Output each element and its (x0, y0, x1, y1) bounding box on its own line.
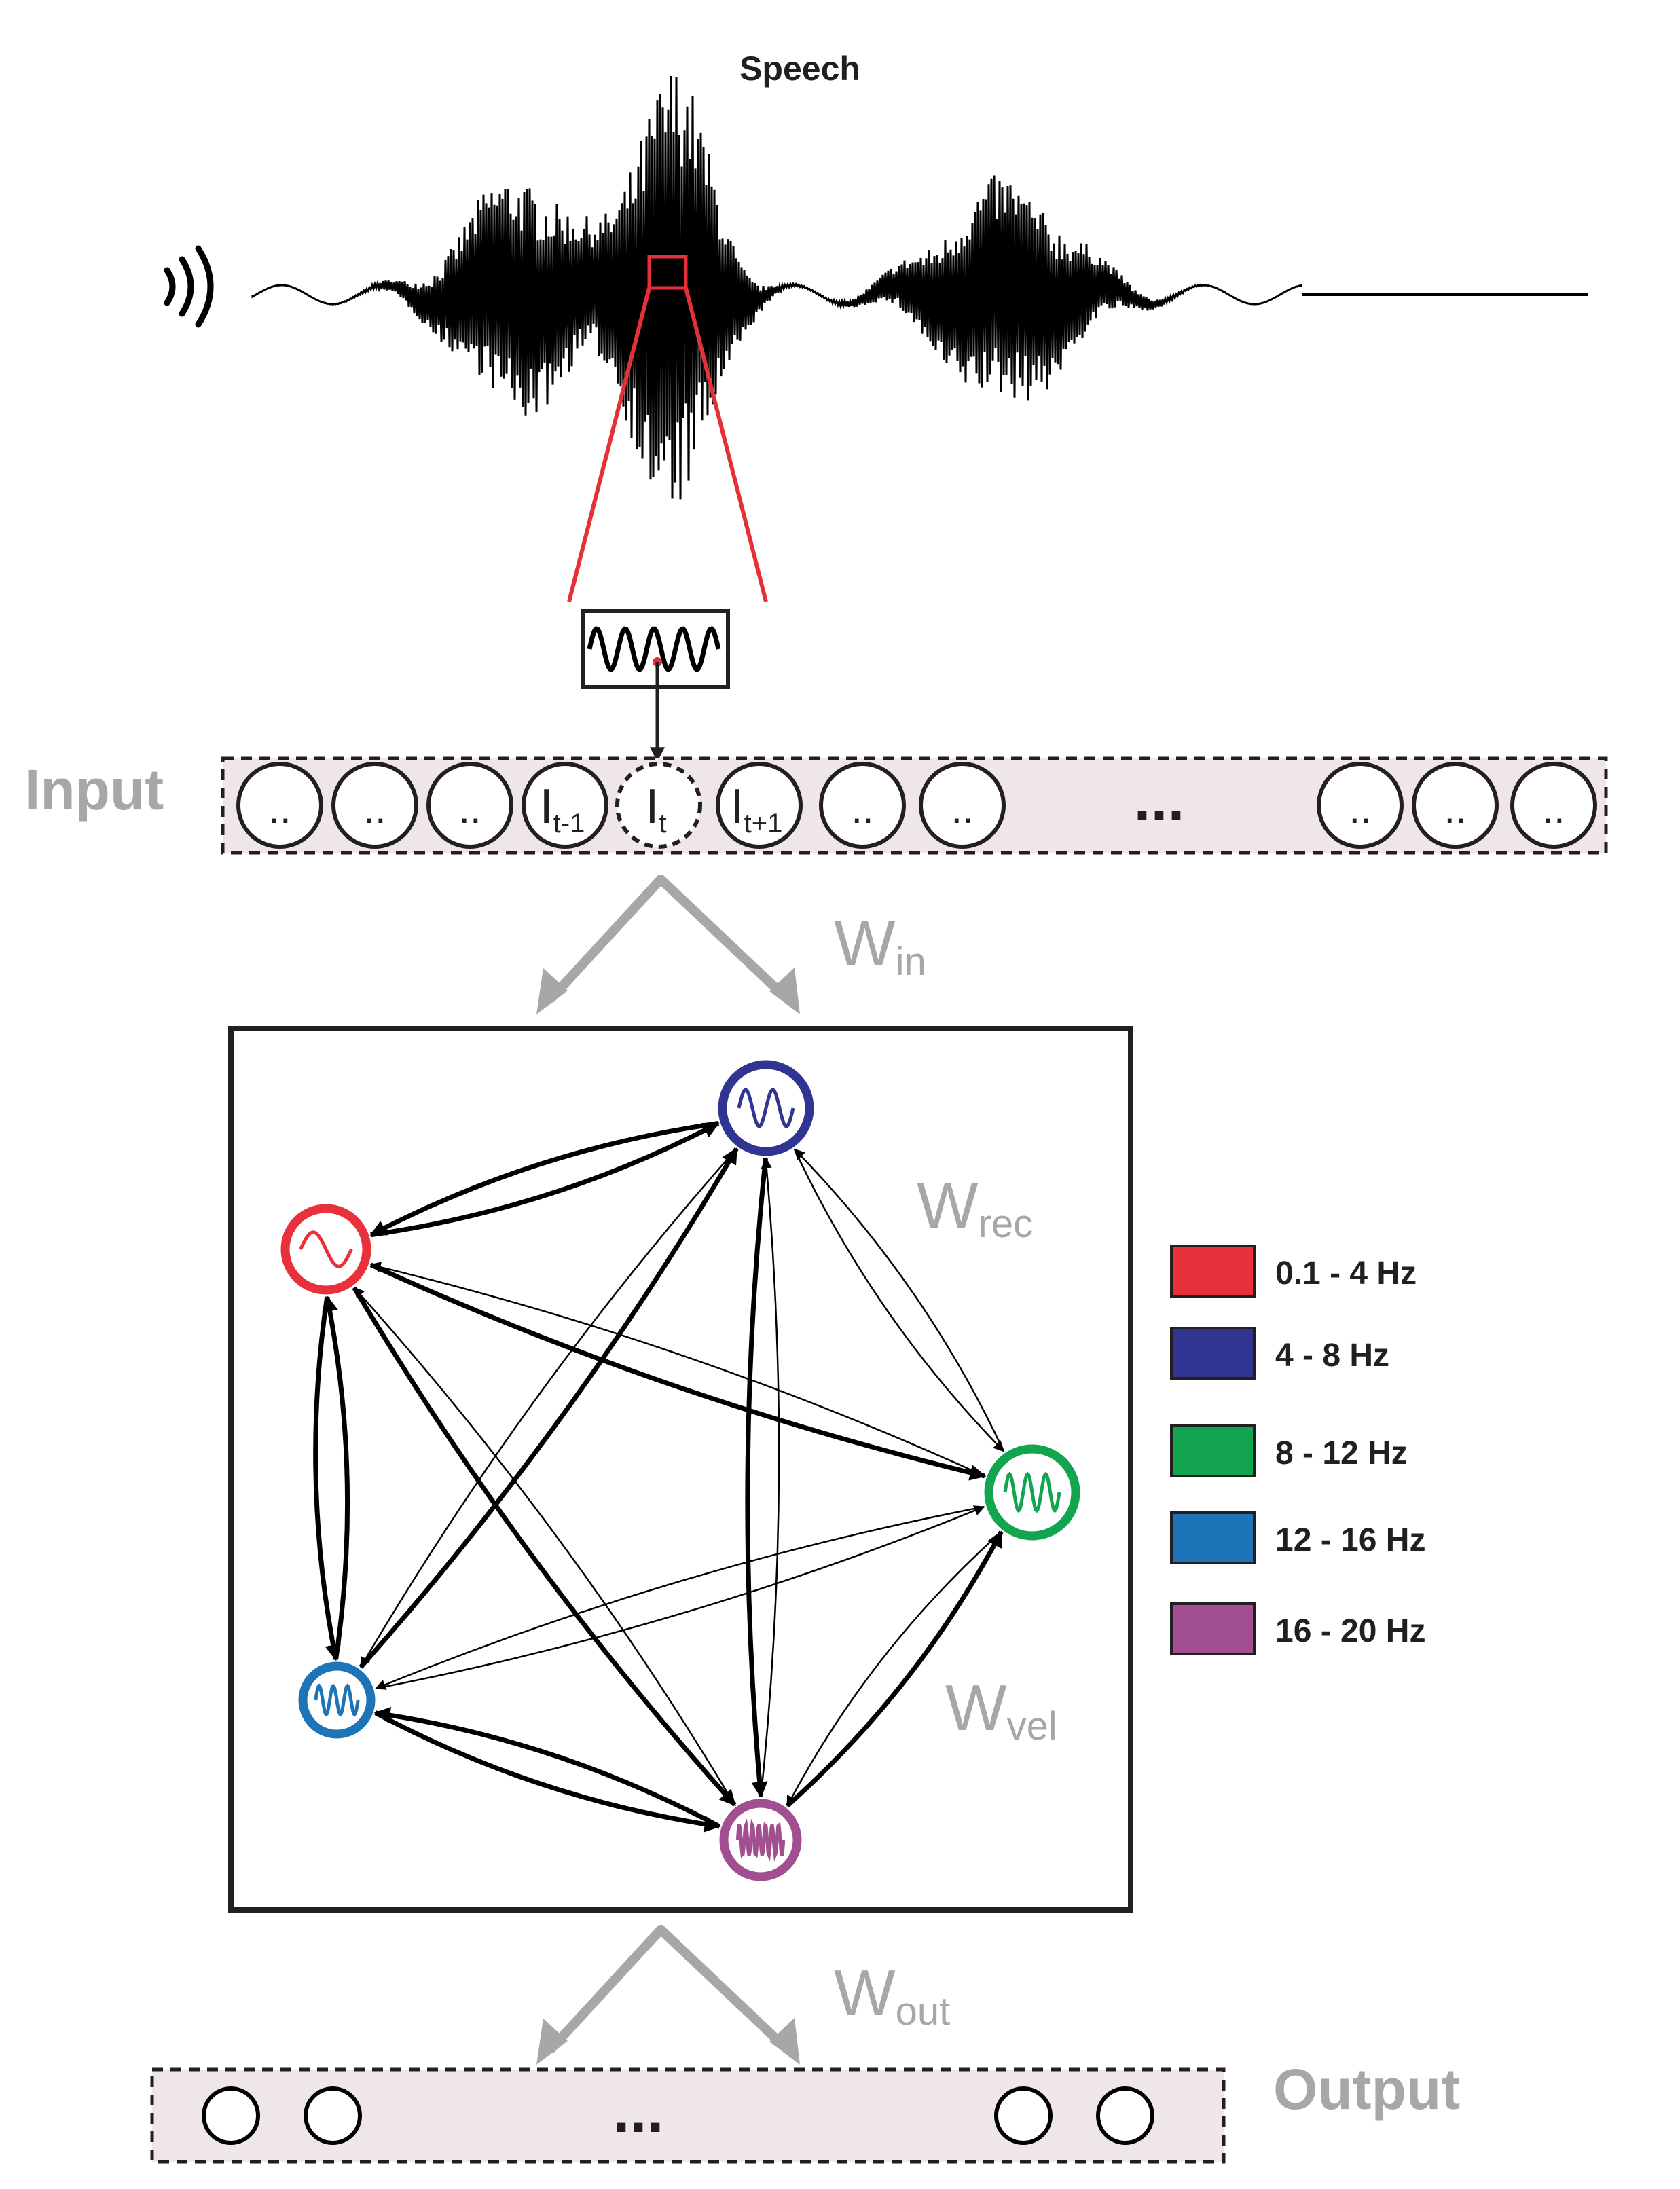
output-unit (994, 2086, 1053, 2145)
oscillator-wave-icon (735, 1818, 786, 1862)
input-weights-arrows (547, 875, 791, 1003)
connection-delta-to-beta-low (313, 1296, 342, 1661)
diagram-title: Speech (739, 50, 860, 88)
legend-swatch (1170, 1424, 1256, 1477)
output-layer-label: Output (1273, 2057, 1460, 2121)
input-unit (919, 762, 1006, 849)
oscillator-wave-icon (314, 1683, 360, 1717)
connection-theta-to-delta (369, 1121, 718, 1237)
input-unit (426, 762, 513, 849)
input-unit (1317, 762, 1404, 849)
input-unit (1412, 762, 1499, 849)
connection-alpha-to-beta-high (786, 1531, 1002, 1807)
input-unit-label: It-1 (540, 779, 585, 839)
input-unit (1510, 762, 1597, 849)
input-unit-label: .. (1542, 786, 1565, 832)
legend-swatch (1170, 1602, 1256, 1655)
connection-beta-high-to-beta-low (373, 1707, 720, 1828)
input-unit-label: .. (363, 786, 386, 832)
oscillator-node-beta-high (719, 1799, 802, 1881)
oscillator-node-beta-low (298, 1661, 376, 1739)
input-units: ...... It-1 It It+1.......... (236, 762, 1597, 849)
connection-beta-high-to-alpha (786, 1530, 1004, 1808)
legend-item: 0.1 - 4 Hz (1170, 1245, 1417, 1298)
output-units (202, 2086, 1154, 2145)
connection-beta-low-to-theta (359, 1147, 739, 1669)
zoomed-sample-wave (587, 626, 721, 673)
legend-swatch (1170, 1327, 1256, 1380)
connection-delta-to-beta-high (352, 1286, 737, 1807)
connection-alpha-to-theta (793, 1148, 1005, 1452)
input-weight-label: Win (834, 907, 926, 984)
connection-beta-low-to-alpha (376, 1505, 985, 1690)
legend-swatch (1170, 1511, 1256, 1564)
connection-theta-to-beta-low (360, 1148, 737, 1668)
input-unit-label: .. (1349, 786, 1371, 832)
output-unit (304, 2086, 362, 2145)
connection-alpha-to-beta-low (375, 1505, 985, 1690)
oscillator-wave-icon (299, 1230, 353, 1268)
legend-label: 12 - 16 Hz (1275, 1522, 1425, 1558)
input-unit-label: It+1 (731, 779, 783, 839)
oscillator-node-alpha (984, 1444, 1080, 1541)
connection-theta-to-beta-high (745, 1158, 768, 1799)
legend-label: 0.1 - 4 Hz (1275, 1255, 1417, 1291)
oscillator-wave-icon (1003, 1471, 1061, 1513)
output-weights-arrows (547, 1925, 791, 2053)
input-unit-label: .. (1444, 786, 1466, 832)
zoom-selection-box (647, 255, 688, 290)
connection-beta-low-to-beta-high (374, 1710, 721, 1833)
legend-item: 8 - 12 Hz (1170, 1424, 1408, 1477)
output-ellipsis: ... (613, 2078, 663, 2146)
connection-beta-high-to-theta (760, 1157, 780, 1797)
input-unit (716, 762, 803, 849)
input-unit-label: .. (851, 786, 873, 832)
input-unit-label: It (645, 779, 666, 839)
legend-swatch (1170, 1245, 1256, 1298)
recurrent-connections (313, 1121, 1005, 1833)
input-unit-label: .. (951, 786, 973, 832)
oscillator-nodes (280, 1060, 1080, 1881)
input-unit (615, 762, 702, 849)
connection-delta-to-alpha (369, 1262, 987, 1481)
input-unit (522, 762, 608, 849)
input-weights-arrowheads (536, 968, 800, 1014)
output-weights-arrowheads (536, 2018, 800, 2065)
connection-alpha-to-delta (369, 1262, 985, 1477)
legend-label: 16 - 20 Hz (1275, 1613, 1425, 1649)
zoom-line-right (684, 287, 768, 602)
legend-item: 4 - 8 Hz (1170, 1327, 1389, 1380)
oscillator-wave-icon (737, 1088, 795, 1128)
legend-label: 8 - 12 Hz (1275, 1435, 1408, 1471)
input-unit-label: .. (268, 786, 291, 832)
output-unit (1096, 2086, 1154, 2145)
velocity-weight-label: Wvel (945, 1672, 1057, 1748)
input-unit (819, 762, 906, 849)
legend-item: 12 - 16 Hz (1170, 1511, 1425, 1564)
input-unit (331, 762, 418, 849)
speech-waveform (251, 75, 1303, 500)
input-ellipsis: ... (1133, 766, 1184, 834)
oscillator-node-delta (280, 1204, 371, 1295)
output-unit (202, 2086, 260, 2145)
sound-wave-icon (164, 245, 214, 328)
zoom-line-left (567, 287, 651, 602)
connection-delta-to-theta (371, 1121, 720, 1238)
output-weight-label: Wout (834, 1957, 950, 2034)
input-layer-label: Input (24, 758, 164, 822)
connection-beta-high-to-delta (353, 1287, 736, 1806)
connection-theta-to-alpha (793, 1149, 1005, 1452)
oscillator-node-theta (718, 1060, 814, 1156)
legend-label: 4 - 8 Hz (1275, 1338, 1389, 1374)
recurrent-weight-label: Wrec (917, 1169, 1033, 1246)
legend-item: 16 - 20 Hz (1170, 1602, 1425, 1655)
input-unit-label: .. (458, 786, 481, 832)
input-unit (236, 762, 323, 849)
frequency-legend: 0.1 - 4 Hz 4 - 8 Hz 8 - 12 Hz 12 - 16 Hz 16 … (1170, 1245, 1425, 1655)
connection-beta-low-to-delta (322, 1295, 350, 1660)
